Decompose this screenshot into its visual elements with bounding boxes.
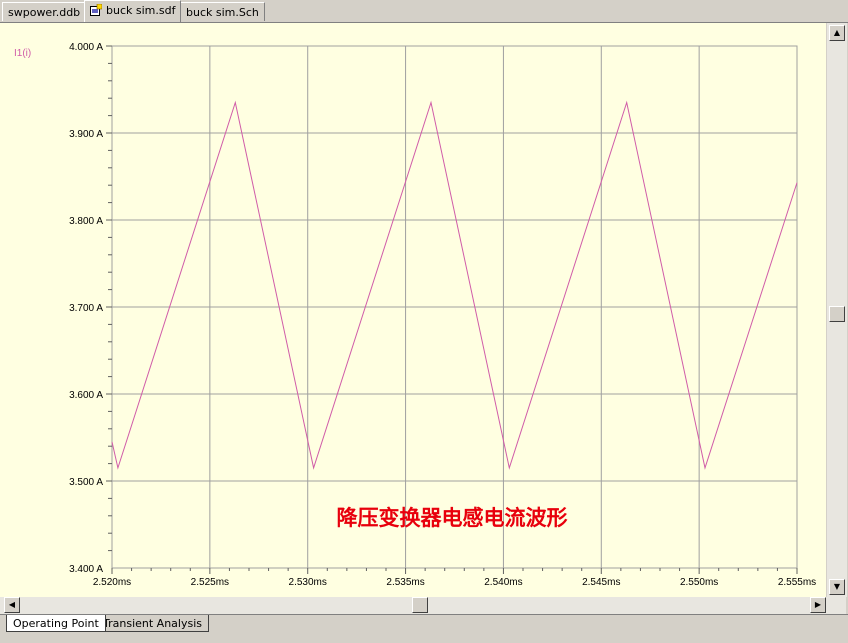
tab-label: buck sim.sdf [106,4,176,17]
chart-annotation: 降压变换器电感电流波形 [337,505,568,530]
vertical-scrollbar[interactable]: ▲ ▼ [826,23,847,597]
x-tick-label: 2.535ms [386,577,424,588]
document-tab-bar: swpower.ddb buck sim.sdf buck sim.Sch [0,0,848,23]
arrow-up-icon: ▲ [833,28,841,37]
x-tick-label: 2.540ms [484,577,522,588]
y-tick-label: 3.900 A [69,129,103,140]
tab-transient-analysis[interactable]: Transient Analysis [96,615,209,632]
tab-operating-point[interactable]: Operating Point [6,615,106,632]
analysis-tab-bar: Operating Point Transient Analysis [0,614,848,643]
tab-buck-sim-sdf[interactable]: buck sim.sdf [84,0,182,22]
x-tick-label: 2.550ms [680,577,718,588]
y-tick-label: 3.400 A [69,564,103,575]
tab-label: Operating Point [13,617,99,630]
simulation-document-icon [90,3,103,16]
waveform-plot-area: 2.520ms 2.525ms 2.530ms 2.535ms 2.540ms 2.545… [0,23,826,597]
waveform-series-line [111,100,798,470]
y-tick-label: 3.700 A [69,303,103,314]
arrow-down-icon: ▼ [833,582,841,591]
arrow-right-icon: ▶ [814,600,822,609]
series-legend-label: I1(i) [14,48,31,59]
waveform-chart: 2.520ms 2.525ms 2.530ms 2.535ms 2.540ms 2.545… [14,42,816,588]
tab-label: swpower.ddb [8,6,81,19]
tab-label: Transient Analysis [103,617,202,630]
x-tick-label: 2.545ms [582,577,620,588]
x-tick-label: 2.520ms [93,577,131,588]
x-tick-label: 2.555ms [778,577,816,588]
y-tick-label: 4.000 A [69,42,103,53]
x-tick-label: 2.525ms [191,577,229,588]
x-tick-label: 2.530ms [289,577,327,588]
scroll-down-button[interactable]: ▼ [829,579,845,595]
tab-label: buck sim.Sch [186,6,259,19]
vertical-scroll-thumb[interactable] [829,306,845,322]
scroll-right-button[interactable]: ▶ [810,597,826,613]
tab-buck-sim-sch[interactable]: buck sim.Sch [180,2,265,21]
y-tick-label: 3.500 A [69,477,103,488]
scroll-up-button[interactable]: ▲ [829,25,845,41]
arrow-left-icon: ◀ [8,600,16,609]
y-tick-label: 3.600 A [69,390,103,401]
y-tick-label: 3.800 A [69,216,103,227]
tab-swpower-ddb[interactable]: swpower.ddb [2,2,87,21]
scroll-left-button[interactable]: ◀ [4,597,20,613]
horizontal-scroll-thumb[interactable] [412,597,428,613]
horizontal-scrollbar[interactable]: ◀ ▶ [0,597,846,614]
